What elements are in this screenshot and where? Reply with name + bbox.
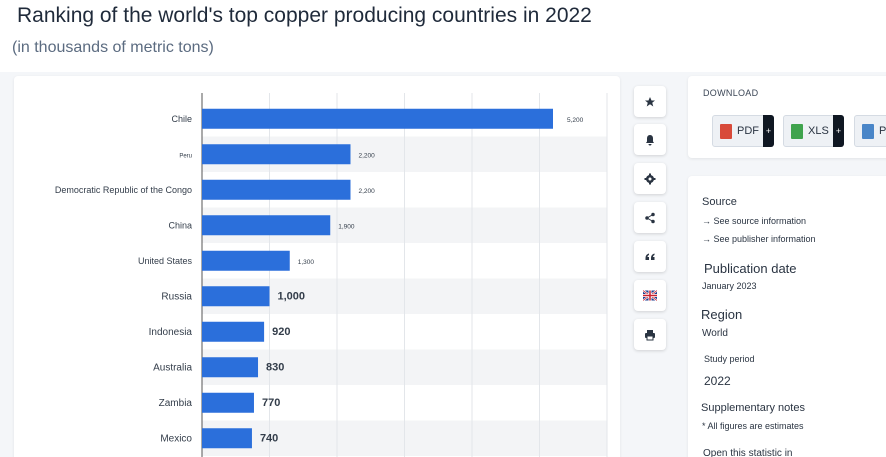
download-pdf-label: PDF — [737, 125, 759, 137]
page-title: Ranking of the world's top copper produc… — [17, 4, 592, 27]
study-period-heading: Study period — [704, 354, 755, 364]
pdf-file-icon — [720, 123, 732, 139]
bar — [202, 250, 290, 271]
bar-chart: Chile 5,200 Peru 2,200 Democratic Republic o… — [55, 93, 608, 457]
value-label: 1,000 — [278, 290, 306, 302]
download-png-label: PI — [879, 125, 886, 137]
value-label: 770 — [262, 397, 280, 409]
download-card: DOWNLOAD PDF + XLS + PI — [688, 76, 886, 158]
value-label: 5,200 — [567, 117, 584, 124]
value-label: 830 — [266, 361, 284, 373]
download-pdf-button[interactable]: PDF + — [712, 115, 774, 147]
publication-date-value: January 2023 — [702, 281, 757, 291]
supplementary-notes-heading: Supplementary notes — [701, 402, 805, 414]
settings-button[interactable] — [634, 163, 666, 194]
bell-icon — [646, 134, 654, 145]
header-background — [0, 0, 886, 72]
publisher-information-link[interactable]: → See publisher information — [702, 234, 816, 244]
share-icon — [645, 212, 655, 223]
category-label: China — [168, 220, 192, 230]
category-label: Zambia — [159, 398, 193, 409]
notification-button[interactable] — [634, 124, 666, 155]
category-label: Indonesia — [149, 327, 193, 338]
bar — [202, 108, 553, 129]
info-card: Source → See source information → See pu… — [688, 176, 886, 457]
print-button[interactable] — [634, 319, 666, 350]
region-heading: Region — [701, 307, 743, 322]
language-button[interactable] — [634, 280, 666, 311]
region-value: World — [702, 328, 728, 339]
cite-button[interactable] — [634, 241, 666, 272]
category-label: Peru — [179, 153, 192, 159]
download-heading: DOWNLOAD — [703, 88, 759, 98]
category-label: United States — [138, 256, 193, 266]
category-label: Australia — [153, 362, 192, 373]
bar — [202, 357, 259, 378]
page-subtitle: (in thousands of metric tons) — [12, 39, 214, 56]
value-label: 1,300 — [298, 259, 315, 266]
category-label: Russia — [161, 291, 192, 302]
source-heading: Source — [702, 196, 737, 208]
value-label: 920 — [272, 326, 290, 338]
study-period-value: 2022 — [704, 374, 731, 388]
category-label: Democratic Republic of the Congo — [55, 185, 192, 195]
download-png-button[interactable]: PI — [854, 115, 886, 147]
bar — [202, 321, 265, 342]
bar — [202, 144, 351, 165]
pdf-plus-icon: + — [763, 115, 774, 147]
bar — [202, 428, 252, 449]
value-label: 2,200 — [359, 188, 376, 195]
png-file-icon — [862, 123, 874, 139]
value-label: 740 — [260, 432, 278, 444]
chart-card: Chile 5,200 Peru 2,200 Democratic Republic o… — [14, 76, 620, 457]
flag-icon — [643, 290, 657, 301]
bar — [202, 179, 351, 200]
share-button[interactable] — [634, 202, 666, 233]
favorite-button[interactable] — [634, 86, 666, 117]
value-label: 2,200 — [359, 152, 376, 159]
bar — [202, 215, 331, 236]
xls-plus-icon: + — [833, 115, 844, 147]
publication-date-heading: Publication date — [704, 261, 797, 276]
quote-icon — [645, 253, 655, 260]
bar — [202, 286, 270, 307]
star-icon — [645, 96, 655, 106]
supplementary-notes-value: * All figures are estimates — [702, 421, 804, 431]
source-information-link[interactable]: → See source information — [702, 216, 807, 226]
category-label: Chile — [171, 114, 192, 124]
gear-icon — [644, 173, 656, 184]
download-xls-label: XLS — [808, 125, 829, 137]
category-label: Mexico — [160, 433, 192, 444]
xls-file-icon — [791, 123, 803, 139]
bar — [202, 392, 254, 413]
value-label: 1,900 — [338, 223, 355, 230]
open-statistic-label[interactable]: Open this statistic in — [703, 448, 793, 457]
printer-icon — [645, 329, 655, 340]
download-xls-button[interactable]: XLS + — [783, 115, 844, 147]
